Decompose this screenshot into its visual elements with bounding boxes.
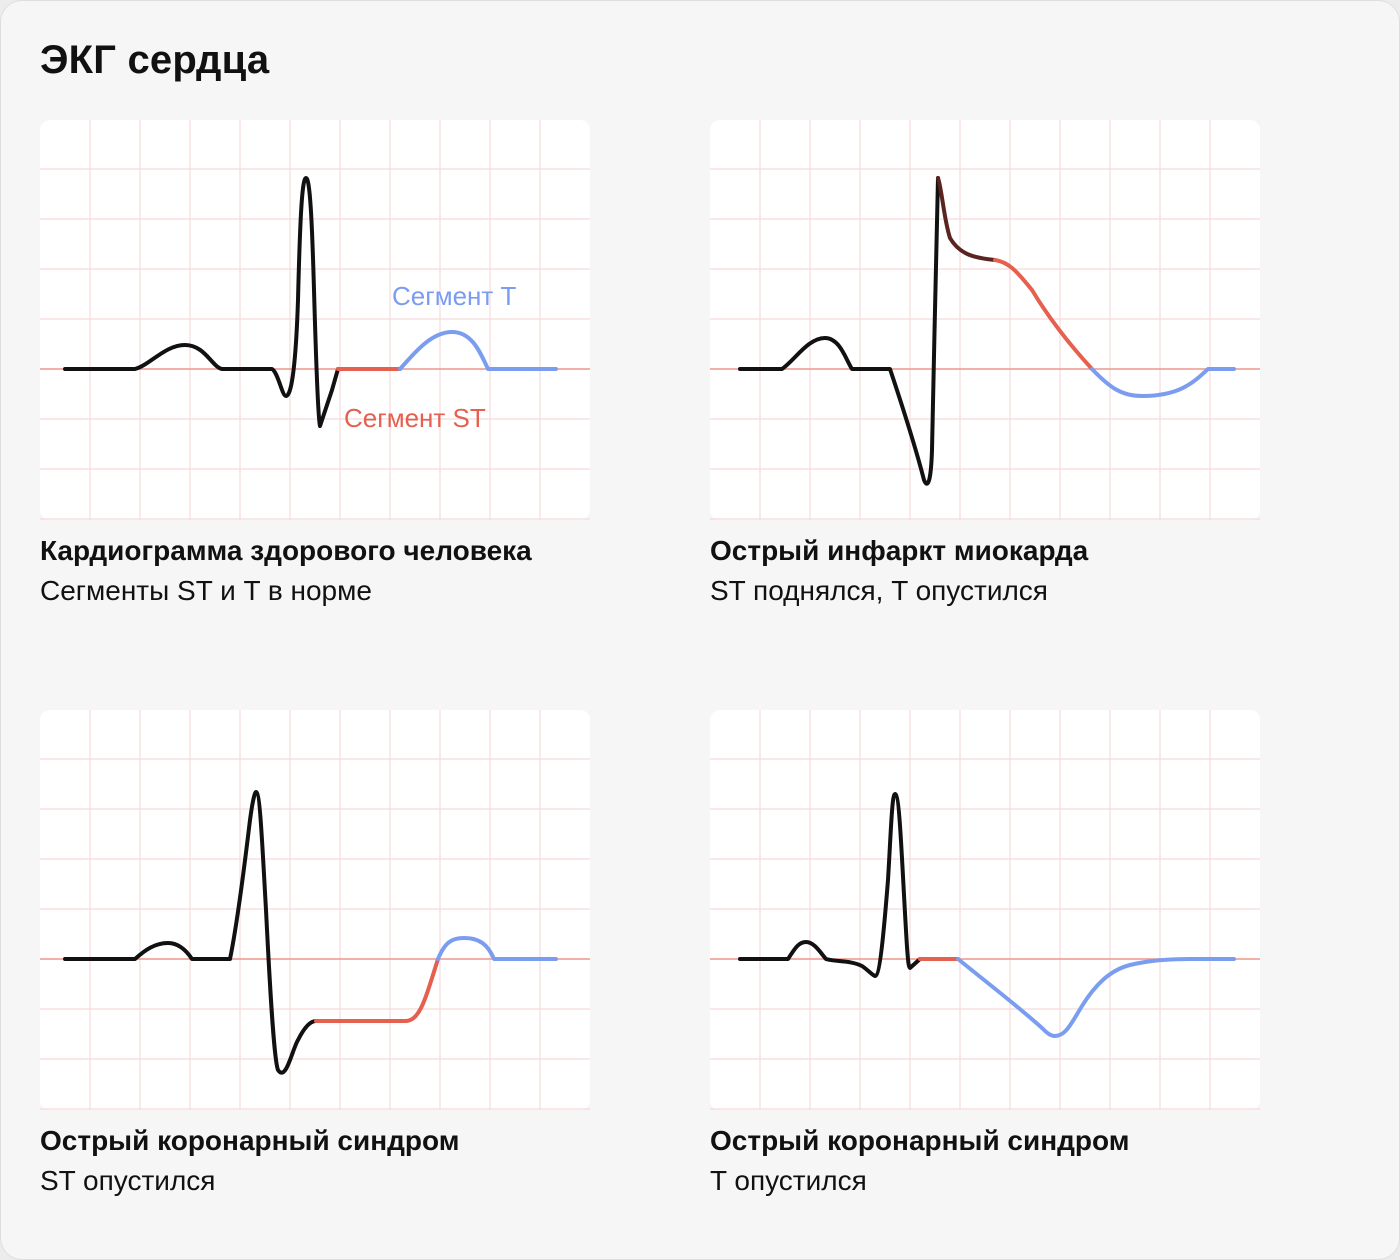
panel-subtitle: T опустился [710,1165,867,1196]
t-segment [398,330,558,371]
ecg-trace [738,792,922,978]
panel-title: Острый коронарный синдром [40,1125,460,1156]
ecg-chart-st-depression [40,710,590,1110]
ecg-chart-infarction [710,120,1260,520]
ecg-trace [63,176,340,428]
t-segment [1090,367,1236,398]
ecg-panel-infarction: Острый инфаркт миокарда ST поднялся, T о… [710,120,1260,608]
panel-title: Кардиограмма здорового человека [40,535,532,566]
ecg-panel-st-depression: Острый коронарный синдром ST опустился [40,710,590,1198]
ecg-trace [63,790,318,1075]
panel-subtitle: ST опустился [40,1165,216,1196]
t-segment-label: Сегмент T [392,281,517,311]
st-segment [993,258,1094,371]
ecg-panel-t-inversion: Острый коронарный синдром T опустился [710,710,1260,1198]
panel-title: Острый коронарный синдром [710,1125,1130,1156]
panel-title: Острый инфаркт миокарда [710,535,1089,566]
st-transition [936,176,997,262]
panel-subtitle: Сегменты ST и T в норме [40,575,372,606]
t-segment [436,936,558,961]
t-segment [956,957,1236,1038]
page-title: ЭКГ сердца [40,38,270,82]
ecg-trace [738,176,940,486]
ecg-chart-t-inversion [710,710,1260,1110]
st-segment-label: Сегмент ST [344,403,486,433]
ecg-chart-healthy: Сегмент T Сегмент ST [40,120,590,520]
st-segment [314,957,440,1023]
panel-subtitle: ST поднялся, T опустился [710,575,1048,606]
ecg-panel-healthy: Сегмент T Сегмент ST Кардиограмма здоров… [40,120,590,608]
